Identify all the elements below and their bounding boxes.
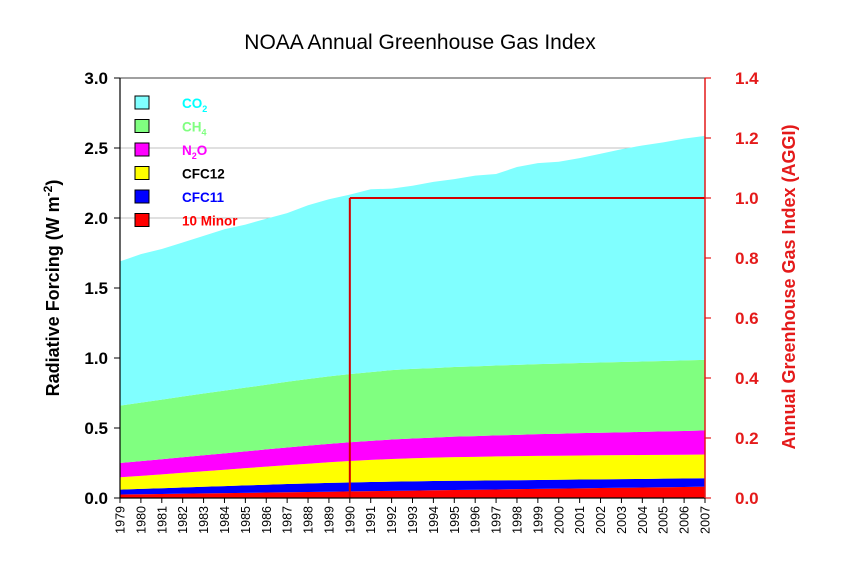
- y2-tick-label: 0.6: [735, 309, 759, 328]
- legend-label-10-minor: 10 Minor: [182, 214, 238, 229]
- stacked-areas: [120, 135, 705, 498]
- y-tick-label: 0.0: [84, 489, 108, 508]
- area-n2o: [120, 430, 705, 478]
- x-tick-label: 1980: [134, 506, 148, 534]
- y2-tick-label: 1.0: [735, 189, 759, 208]
- legend-label-cfc12: CFC12: [182, 167, 225, 182]
- y2-tick-label: 0.0: [735, 489, 759, 508]
- right-y-ticks: 0.0 0.2 0.4 0.6 0.8 1.0 1.2 1.4: [705, 69, 759, 508]
- legend-swatch-co2: [134, 95, 150, 110]
- y-tick-label: 2.0: [84, 209, 108, 228]
- area-ch4: [120, 359, 705, 463]
- x-tick-label: 1990: [343, 506, 357, 534]
- x-tick-label: 1984: [218, 506, 232, 534]
- x-tick-label: 1981: [155, 506, 169, 534]
- legend-swatch-10-minor: [134, 213, 150, 227]
- x-tick-label: 2002: [594, 506, 608, 534]
- x-tick-label: 1993: [406, 506, 420, 534]
- x-tick-label: 1994: [427, 506, 441, 534]
- y-tick-label: 1.5: [84, 279, 108, 298]
- legend-label-co2: CO2: [182, 96, 207, 114]
- x-tick-label: 2001: [573, 506, 587, 534]
- x-tick-label: 1995: [448, 506, 462, 534]
- x-tick-label: 1991: [364, 506, 378, 534]
- x-tick-label: 2006: [678, 506, 692, 534]
- legend: CO2 CH4 N2O CFC12 CFC11 10 Minor: [134, 95, 238, 229]
- x-tick-label: 2007: [699, 506, 713, 534]
- y2-axis-label: Annual Greenhouse Gas Index (AGGI): [779, 124, 799, 449]
- y2-tick-label: 1.2: [735, 129, 759, 148]
- legend-label-ch4: CH4: [182, 120, 207, 138]
- y-tick-label: 2.5: [84, 139, 108, 158]
- y2-tick-label: 0.4: [735, 369, 759, 388]
- x-tick-label: 1982: [176, 506, 190, 534]
- x-ticks: 1979 1980 1981 1982 1983 1984 1985 1986 1987 1988…: [114, 498, 713, 534]
- y-tick-label: 1.0: [84, 349, 108, 368]
- y-tick-label: 3.0: [84, 69, 108, 88]
- y2-tick-label: 0.2: [735, 429, 759, 448]
- x-tick-label: 2005: [657, 506, 671, 534]
- x-tick-label: 1996: [469, 506, 483, 534]
- x-tick-label: 1992: [385, 506, 399, 534]
- area-10-minor: [120, 486, 705, 498]
- y2-tick-label: 0.8: [735, 249, 759, 268]
- x-tick-label: 2000: [552, 506, 566, 534]
- legend-swatch-cfc11: [134, 189, 150, 204]
- left-y-ticks: 0.0 0.5 1.0 1.5 2.0 2.5 3.0: [84, 69, 120, 508]
- x-tick-label: 1986: [260, 506, 274, 534]
- x-tick-label: 1997: [490, 506, 504, 534]
- area-cfc11: [120, 478, 705, 495]
- area-co2: [120, 135, 705, 406]
- y-axis-label: Radiative Forcing (W m-2): [41, 180, 63, 397]
- x-tick-label: 1983: [197, 506, 211, 534]
- legend-swatch-n2o: [134, 142, 150, 157]
- x-tick-label: 2003: [615, 506, 629, 534]
- x-tick-label: 1987: [281, 506, 295, 534]
- x-tick-label: 1979: [114, 506, 128, 534]
- x-tick-label: 1989: [322, 506, 336, 534]
- legend-label-n2o: N2O: [182, 143, 207, 161]
- legend-swatch-ch4: [134, 119, 150, 133]
- x-tick-label: 1988: [302, 506, 316, 534]
- chart-title: NOAA Annual Greenhouse Gas Index: [244, 31, 596, 54]
- y-tick-label: 0.5: [84, 419, 108, 438]
- x-tick-label: 2004: [636, 506, 650, 534]
- reference-lines: [348, 197, 705, 498]
- x-tick-label: 1985: [239, 506, 253, 534]
- x-tick-label: 1998: [510, 506, 524, 534]
- area-cfc12: [120, 454, 705, 490]
- legend-label-cfc11: CFC11: [182, 190, 225, 205]
- y2-tick-label: 1.4: [735, 69, 759, 88]
- x-tick-label: 1999: [531, 506, 545, 534]
- legend-swatch-cfc12: [134, 166, 150, 180]
